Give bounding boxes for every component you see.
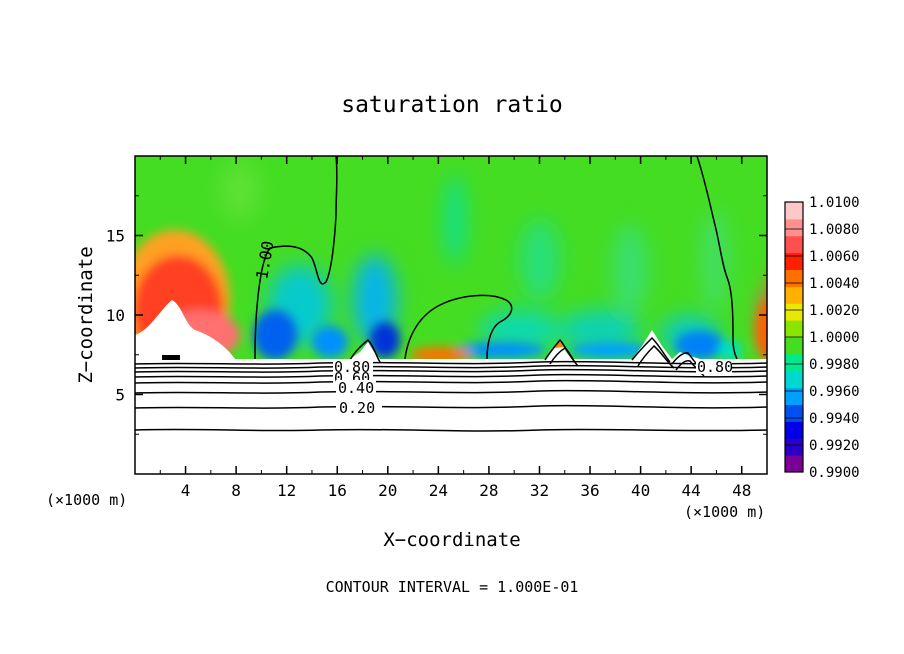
colorbar-swatch xyxy=(785,438,803,456)
colorbar-swatch xyxy=(785,337,803,355)
colorbar-label: 0.9900 xyxy=(809,465,860,481)
y-tick-label: 15 xyxy=(106,227,125,246)
y-axis: 5 10 15 xyxy=(106,195,767,435)
colorbar-label: 1.0020 xyxy=(809,303,860,319)
contour-label-0-80: 0.80 xyxy=(334,358,370,376)
colorbar-swatch xyxy=(785,353,803,372)
contour-label-0-20: 0.20 xyxy=(339,399,375,417)
colorbar-swatch xyxy=(785,404,803,422)
x-tick-label: 48 xyxy=(732,481,751,500)
colorbar-swatch xyxy=(785,421,803,439)
x-tick-label: 36 xyxy=(580,481,599,500)
colorbar-swatch xyxy=(785,252,803,270)
x-tick-label: 32 xyxy=(530,481,549,500)
chart-title: saturation ratio xyxy=(341,92,563,118)
y-tick-label: 5 xyxy=(115,386,125,405)
x-tick-label: 44 xyxy=(682,481,701,500)
colorbar-label: 1.0080 xyxy=(809,222,860,238)
colorbar-label: 1.0040 xyxy=(809,276,860,292)
x-tick-label: 28 xyxy=(479,481,498,500)
colorbar-swatch xyxy=(785,455,803,473)
colorbar: 1.0100 1.0080 1.0060 1.0040 1.0020 1.0000 0.99… xyxy=(784,195,860,481)
x-tick-label: 20 xyxy=(378,481,397,500)
colorbar-label: 0.9940 xyxy=(809,411,860,427)
x-tick-label: 40 xyxy=(631,481,650,500)
colorbar-label: 0.9980 xyxy=(809,357,860,373)
colorbar-swatch xyxy=(785,320,803,338)
x-axis: 4 8 12 16 20 24 28 32 36 40 44 48 xyxy=(159,156,751,500)
x-tick-label: 12 xyxy=(277,481,296,500)
x-unit-right: (×1000 m) xyxy=(684,503,765,521)
colorbar-swatch xyxy=(785,235,803,254)
contour-label-0-80-right: 0.80 xyxy=(697,358,733,376)
y-tick-label: 10 xyxy=(106,306,125,325)
x-tick-label: 16 xyxy=(328,481,347,500)
colorbar-swatch xyxy=(785,286,803,304)
y-axis-label: Z−coordinate xyxy=(75,246,97,383)
x-unit-left: (×1000 m) xyxy=(46,491,127,509)
x-axis-label: X−coordinate xyxy=(383,529,520,551)
colorbar-swatch xyxy=(785,387,803,405)
contour-label-0-40: 0.40 xyxy=(338,379,374,397)
colorbar-label: 1.0060 xyxy=(809,249,860,265)
colorbar-label: 0.9920 xyxy=(809,438,860,454)
colorbar-swatch xyxy=(785,370,803,389)
x-tick-label: 4 xyxy=(181,481,191,500)
x-tick-label: 24 xyxy=(429,481,448,500)
colorbar-swatch xyxy=(785,202,803,220)
colorbar-swatch xyxy=(785,269,803,287)
colorbar-label: 1.0100 xyxy=(809,195,860,211)
colorbar-label: 1.0000 xyxy=(809,330,860,346)
colorbar-label: 0.9960 xyxy=(809,384,860,400)
colorbar-swatch xyxy=(785,218,803,237)
colorbar-swatch xyxy=(785,303,803,321)
saturation-field xyxy=(135,156,767,474)
contour-labels: 1.00 0.80 0.60 0.40 0.20 0.80 xyxy=(252,239,733,417)
x-tick-label: 8 xyxy=(231,481,241,500)
contour-lines xyxy=(135,156,767,432)
contour-interval-note: CONTOUR INTERVAL = 1.000E-01 xyxy=(326,578,579,596)
